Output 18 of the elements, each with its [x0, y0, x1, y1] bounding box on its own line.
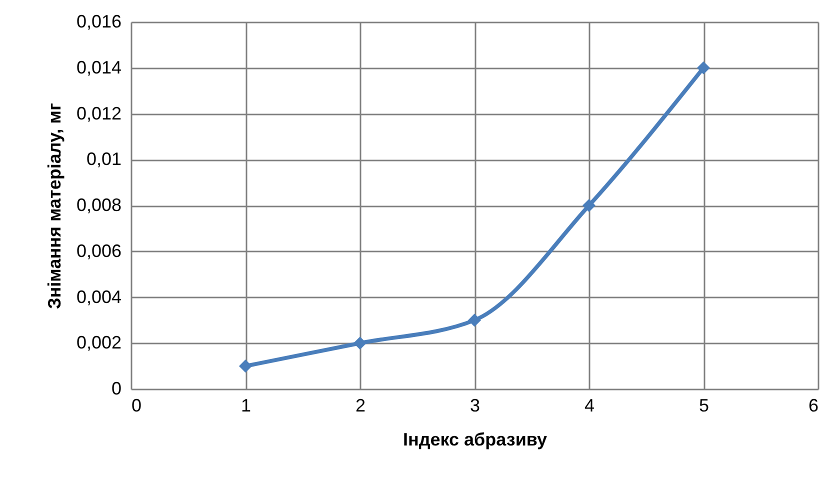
y-tick-label: 0,002: [76, 332, 122, 353]
x-tick-label: 6: [808, 396, 818, 416]
y-tick-label: 0,01: [86, 149, 122, 170]
y-tick-label: 0,008: [76, 195, 122, 215]
x-tick-label: 0: [132, 396, 142, 416]
x-tick-label: 5: [698, 396, 710, 416]
y-tick-label: 0,016: [76, 12, 122, 32]
x-axis-title: Індекс абразиву: [402, 430, 548, 450]
x-tick-label: 2: [355, 396, 366, 416]
y-tick-label: 0,014: [76, 57, 122, 78]
x-tick-label: 4: [584, 396, 595, 416]
y-tick-label: 0,012: [76, 103, 122, 124]
y-tick-label: 0,004: [76, 286, 122, 307]
x-tick-label: 3: [470, 396, 480, 416]
x-tick-label: 1: [240, 396, 252, 416]
y-tick-label: 0: [111, 378, 122, 398]
y-tick-label: 0,006: [76, 240, 122, 261]
y-axis-title: Знімання матеріалу, мг: [44, 102, 64, 310]
